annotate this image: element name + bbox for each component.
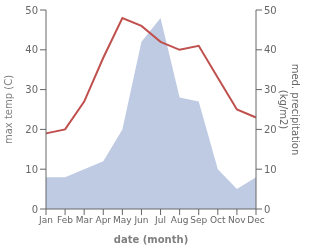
svg-text:May: May — [113, 215, 132, 225]
svg-text:30: 30 — [25, 84, 38, 95]
svg-text:date (month): date (month) — [114, 234, 188, 245]
svg-text:30: 30 — [264, 84, 277, 95]
svg-text:40: 40 — [264, 44, 277, 55]
svg-text:Jan: Jan — [38, 215, 53, 225]
svg-text:Jul: Jul — [154, 215, 166, 225]
svg-text:Dec: Dec — [247, 215, 264, 225]
svg-text:50: 50 — [264, 5, 277, 16]
svg-text:20: 20 — [264, 124, 277, 135]
svg-text:Mar: Mar — [76, 215, 93, 225]
svg-text:40: 40 — [25, 44, 38, 55]
svg-text:10: 10 — [25, 164, 38, 175]
svg-text:Aug: Aug — [171, 215, 189, 225]
svg-text:Apr: Apr — [95, 215, 111, 225]
svg-text:20: 20 — [25, 124, 38, 135]
svg-text:10: 10 — [264, 164, 277, 175]
svg-text:Jun: Jun — [133, 215, 148, 225]
svg-text:Oct: Oct — [210, 215, 226, 225]
svg-text:Nov: Nov — [228, 215, 246, 225]
svg-text:0: 0 — [32, 204, 38, 215]
svg-text:med. precipitation(kg/m2): med. precipitation(kg/m2) — [278, 64, 301, 156]
svg-text:Sep: Sep — [190, 215, 207, 225]
svg-text:Feb: Feb — [57, 215, 73, 225]
svg-text:50: 50 — [25, 5, 38, 16]
svg-text:0: 0 — [264, 204, 270, 215]
svg-text:max temp (C): max temp (C) — [8, 75, 14, 144]
